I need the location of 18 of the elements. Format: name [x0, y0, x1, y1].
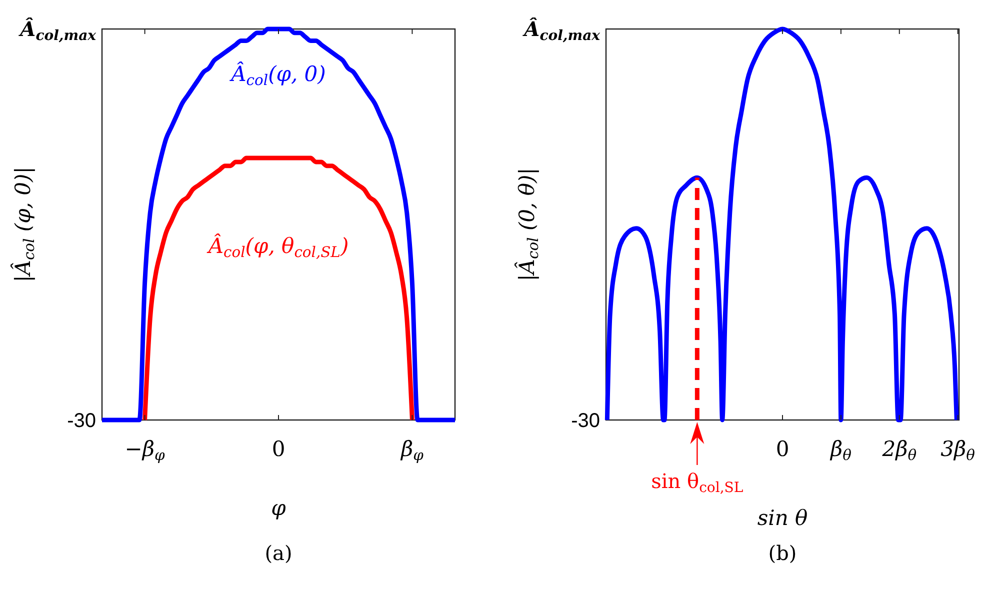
series-label: Â$_{col}$(φ, 0)	[229, 61, 326, 90]
x-tick-label: 3β$_{θ}$	[940, 437, 976, 464]
annotation: sin θ$_{col,SL}$	[651, 469, 744, 496]
text: Â$_{col,max}$	[18, 17, 97, 44]
text: (b)	[768, 541, 797, 565]
x-axis-title: sin θ	[757, 506, 808, 530]
x-axis-title: φ	[271, 496, 286, 520]
x-tick-label: 0	[272, 437, 286, 461]
text: Â$_{col,max}$	[522, 17, 601, 44]
text: -30	[67, 410, 96, 432]
x-tick-label: 0	[776, 437, 790, 461]
x-tick-label: −β$_{φ}$	[124, 437, 166, 464]
x-tick-label: β$_{θ}$	[829, 437, 852, 464]
x-tick-label: 2β$_{θ}$	[881, 437, 917, 464]
x-tick-label: β$_{φ}$	[400, 437, 424, 464]
text: (a)	[264, 541, 292, 565]
series-label: Â$_{col}$(φ, θ$_{col,SL}$)	[206, 233, 349, 262]
text: -30	[571, 410, 600, 432]
